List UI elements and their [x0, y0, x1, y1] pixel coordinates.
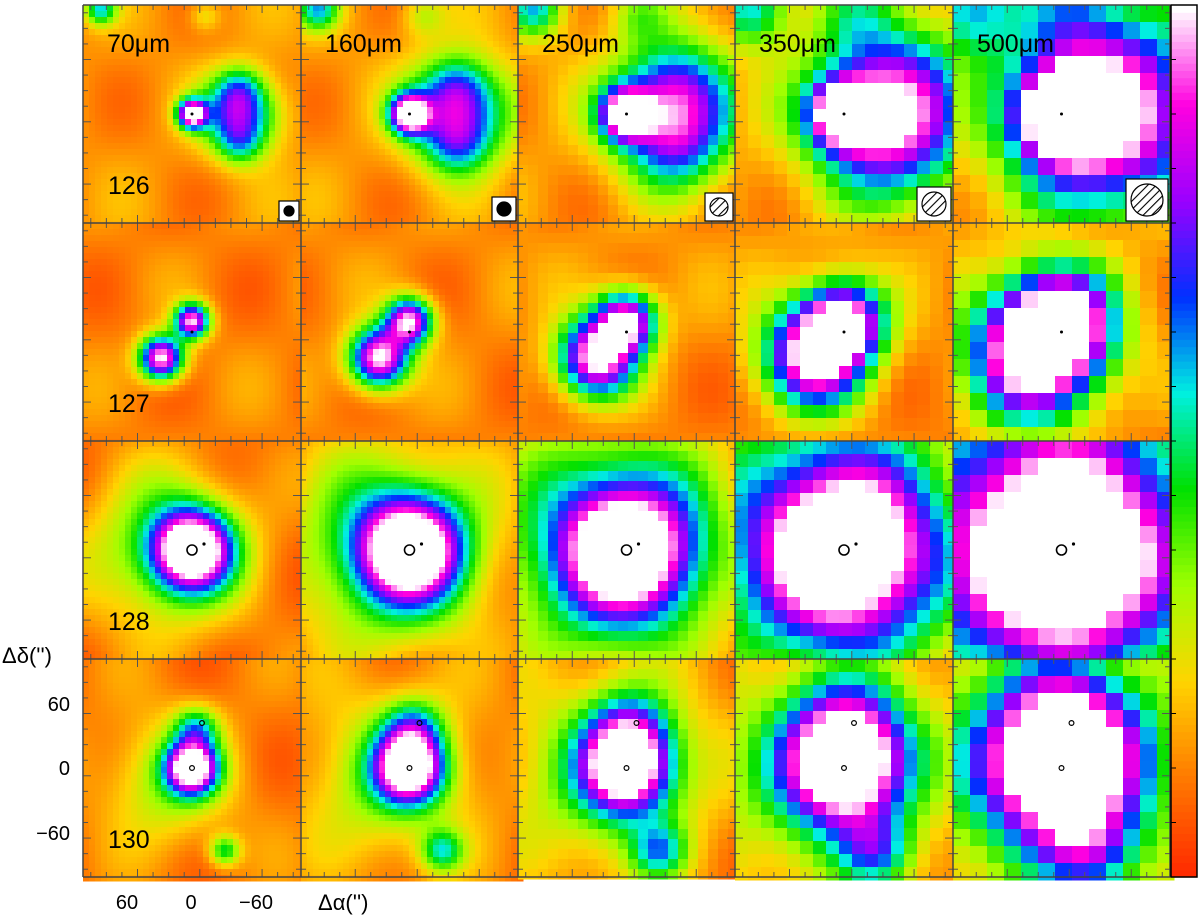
dec-tick-label: 0	[59, 758, 70, 780]
panel-r4-c2	[301, 659, 524, 882]
companion-dot	[854, 542, 857, 545]
companion-dot	[1072, 542, 1075, 545]
colorbar	[1171, 5, 1197, 878]
beam-icon	[497, 202, 511, 216]
wavelength-label-3: 250μm	[542, 30, 619, 58]
source-marker-dot	[625, 331, 628, 334]
panel-r3-c3	[518, 441, 739, 662]
dec-tick-label: −60	[36, 823, 70, 845]
panel-r3-c2	[301, 441, 524, 664]
source-marker-dot	[408, 113, 411, 116]
panel-r4-c5	[953, 659, 1175, 881]
source-label-126: 126	[108, 172, 150, 200]
ra-tick-label: 0	[185, 892, 196, 914]
source-marker-dot	[1060, 113, 1063, 116]
source-label-130: 130	[108, 826, 150, 854]
source-marker-dot	[408, 331, 411, 334]
companion-dot	[637, 542, 640, 545]
beam-icon	[922, 192, 946, 216]
ra-tick-label: −60	[239, 892, 273, 914]
panel-r2-c5	[953, 223, 1175, 445]
source-marker-dot	[843, 113, 846, 116]
wavelength-label-1: 70μm	[107, 30, 170, 58]
ra-tick-label: 60	[116, 892, 138, 914]
source-label-127: 127	[108, 390, 150, 418]
panel-r4-c3	[518, 659, 739, 880]
companion-dot	[420, 542, 423, 545]
source-marker-dot	[625, 113, 628, 116]
ra-axis-label: Δα('')	[318, 890, 368, 915]
source-marker-dot	[843, 331, 846, 334]
dec-axis-label: Δδ('')	[2, 643, 52, 668]
panel-r3-c4	[735, 441, 957, 663]
beam-icon	[710, 198, 728, 216]
beam-icon	[1131, 184, 1163, 216]
panel-r2-c4	[735, 223, 957, 445]
panel-r2-c2	[301, 223, 524, 446]
wavelength-label-5: 500μm	[977, 30, 1054, 58]
source-marker-dot	[1060, 331, 1063, 334]
panel-r4-c4	[735, 659, 957, 881]
source-marker-dot	[191, 331, 194, 334]
beam-icon	[284, 206, 294, 216]
source-marker-dot	[191, 113, 194, 116]
wavelength-label-2: 160μm	[325, 30, 402, 58]
wavelength-label-4: 350μm	[759, 30, 836, 58]
panel-layer	[83, 5, 1175, 882]
panel-r2-c3	[518, 223, 739, 444]
companion-dot	[202, 542, 205, 545]
dec-tick-label: 60	[48, 694, 70, 716]
source-label-128: 128	[108, 608, 150, 636]
panel-r3-c5	[953, 441, 1175, 663]
